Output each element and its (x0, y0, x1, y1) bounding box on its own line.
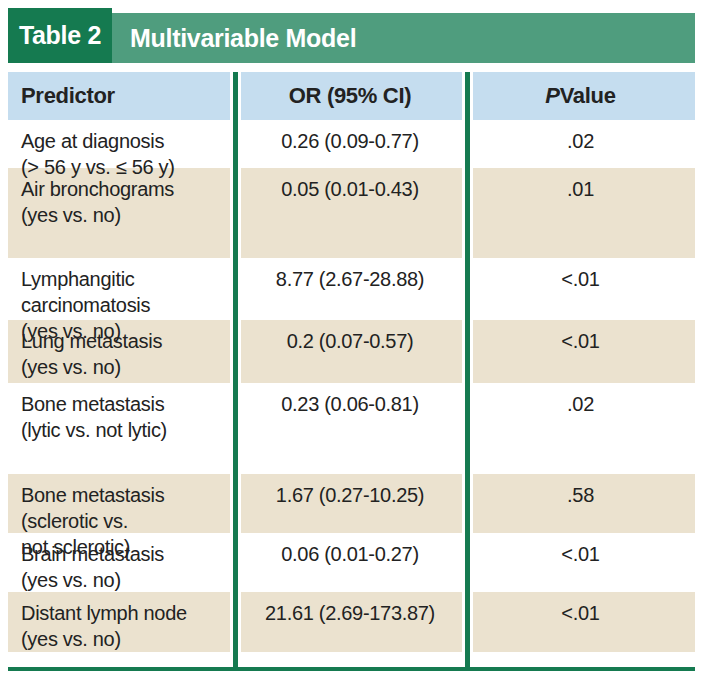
column-header-predictor: Predictor (8, 72, 234, 120)
cell-p-value: <.01 (466, 320, 695, 383)
table-row: Age at diagnosis (> 56 y vs. ≤ 56 y) 0.2… (8, 120, 695, 168)
column-header-row: Predictor OR (95% CI) P Value (8, 72, 695, 120)
cell-predictor: Air bronchograms (yes vs. no) (8, 168, 234, 258)
table-row: Bone metastasis (lytic vs. not lytic) 0.… (8, 383, 695, 474)
column-header-or-ci: OR (95% CI) (234, 72, 466, 120)
column-separator (230, 72, 241, 667)
cell-predictor: Distant lymph node (yes vs. no) (8, 592, 234, 652)
cell-predictor: Bone metastasis (lytic vs. not lytic) (8, 383, 234, 474)
table-title: Multivariable Model (112, 13, 695, 63)
table-row: Bone metastasis (sclerotic vs. not scler… (8, 474, 695, 533)
table-2-figure: Table 2 Multivariable Model Predictor OR… (0, 0, 703, 676)
cell-predictor: Brain metastasis (yes vs. no) (8, 533, 234, 593)
cell-predictor: Lung metastasis (yes vs. no) (8, 320, 234, 383)
cell-or-ci: 0.2 (0.07-0.57) (234, 320, 466, 383)
p-value-rest: Value (560, 83, 616, 109)
cell-p-value: .02 (466, 383, 695, 474)
bottom-rule (8, 667, 695, 671)
table-row: Lung metastasis (yes vs. no) 0.2 (0.07-0… (8, 320, 695, 383)
table-row: Brain metastasis (yes vs. no) 0.06 (0.01… (8, 533, 695, 592)
table-number-label: Table 2 (8, 8, 112, 63)
p-value-italic-p: P (545, 83, 559, 109)
cell-p-value: .01 (466, 168, 695, 258)
cell-or-ci: 0.06 (0.01-0.27) (234, 533, 466, 593)
cell-p-value: <.01 (466, 592, 695, 652)
cell-or-ci: 0.23 (0.06-0.81) (234, 383, 466, 474)
cell-or-ci: 0.05 (0.01-0.43) (234, 168, 466, 258)
column-header-p-value: P Value (466, 72, 695, 120)
column-separator (462, 72, 473, 667)
cell-p-value: <.01 (466, 533, 695, 593)
table-row: Lymphangitic carcinomatosis (yes vs. no)… (8, 258, 695, 320)
cell-or-ci: 21.61 (2.69-173.87) (234, 592, 466, 652)
table-header-bar: Table 2 Multivariable Model (8, 8, 695, 63)
table-row: Air bronchograms (yes vs. no) 0.05 (0.01… (8, 168, 695, 258)
table-row: Distant lymph node (yes vs. no) 21.61 (2… (8, 592, 695, 652)
multivariable-model-table: Predictor OR (95% CI) P Value Age at dia… (8, 72, 695, 667)
